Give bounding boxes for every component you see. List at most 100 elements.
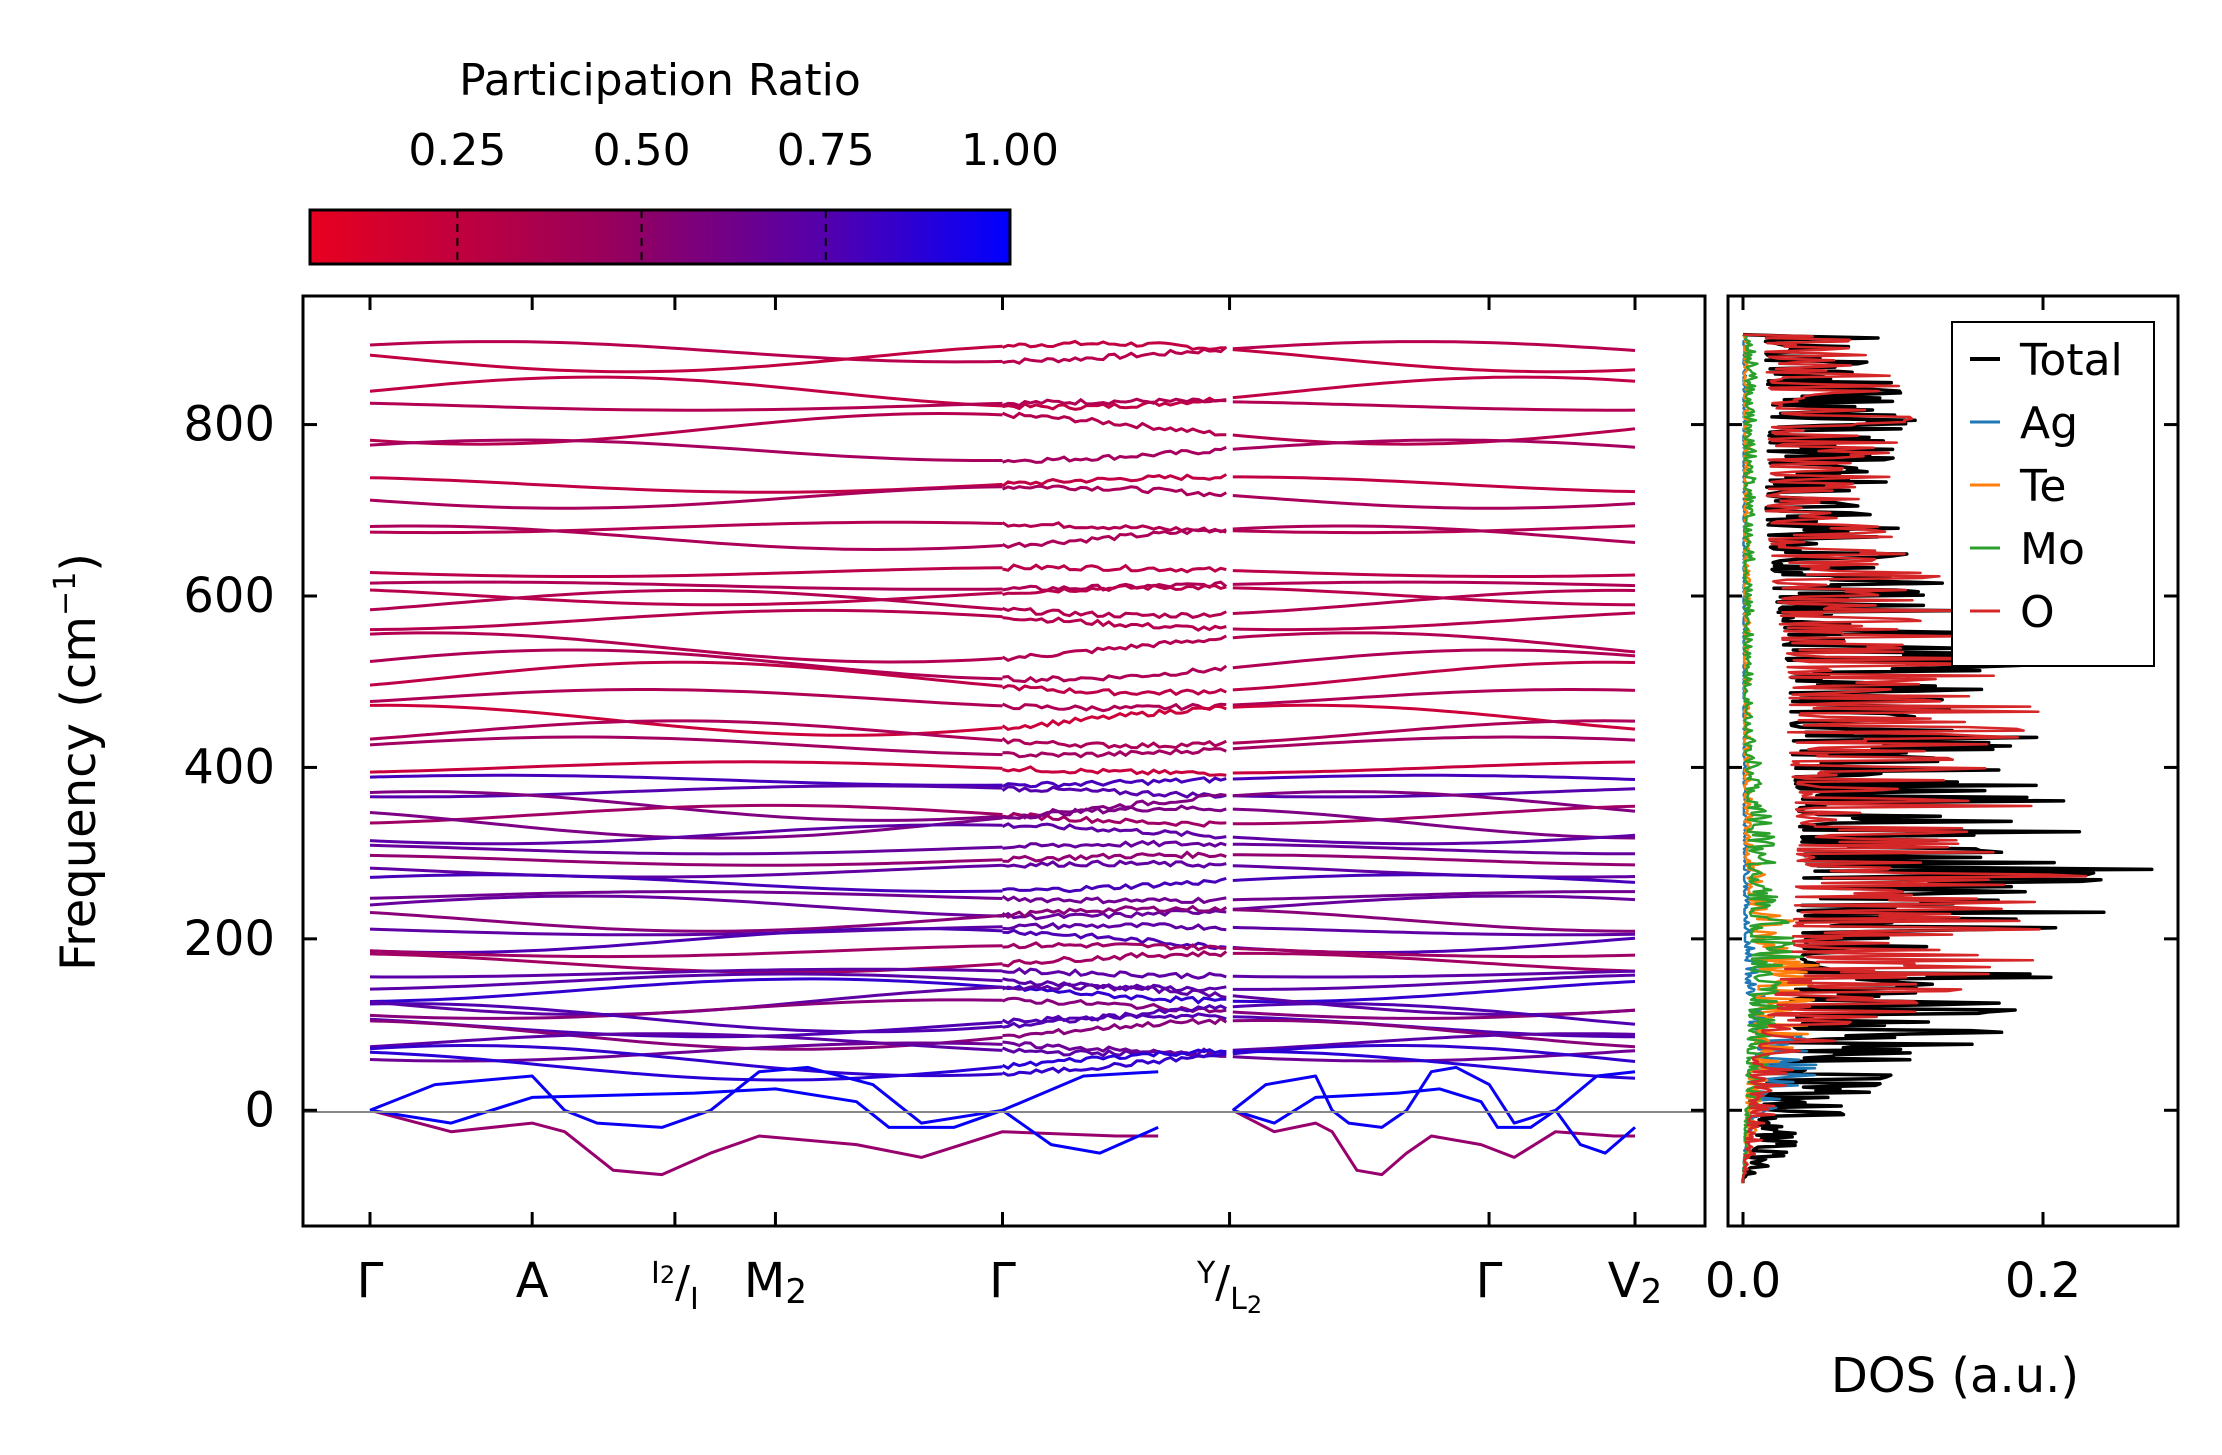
phonon-band — [1232, 969, 1636, 979]
phonon-band — [1002, 664, 1228, 684]
phonon-band — [1232, 1008, 1636, 1020]
legend-label: Mo — [2020, 524, 2085, 575]
phonon-band — [1232, 494, 1636, 510]
colorbar-tick-label: 0.75 — [777, 125, 875, 176]
phonon-band — [1232, 688, 1636, 707]
dos-x-axis-label: DOS (a.u.) — [1831, 1348, 2079, 1404]
phonon-band — [1232, 787, 1636, 799]
phonon-band — [369, 438, 1003, 462]
phonon-band — [1232, 648, 1636, 670]
phonon-band — [369, 784, 1003, 799]
phonon-band — [1232, 703, 1636, 731]
dos-x-tick-label: 0.0 — [1705, 1253, 1781, 1309]
phonon-band — [1232, 524, 1636, 535]
phonon-band — [1001, 411, 1227, 437]
phonon-band — [1232, 1032, 1636, 1052]
phonon-band — [1002, 876, 1227, 894]
phonon-band — [1002, 949, 1228, 968]
colorbar-tick-label: 1.00 — [961, 125, 1059, 176]
phonon-band — [1232, 804, 1636, 826]
dos-x-tick-label: 0.2 — [2005, 1253, 2081, 1309]
phonon-band — [1232, 973, 1636, 991]
phonon-band — [369, 890, 1003, 900]
phonon-band — [1002, 839, 1227, 850]
phonon-band — [1232, 427, 1636, 446]
phonon-band — [369, 843, 1003, 856]
phonon-band — [369, 863, 1003, 879]
phonon-band — [1232, 438, 1636, 451]
phonon-band — [1002, 941, 1227, 952]
dos-axes-ticks: 0.0 0.2 — [1705, 296, 2178, 1309]
phonon-band — [1002, 583, 1227, 597]
phonon-band — [369, 803, 1003, 825]
phonon-band — [369, 580, 1003, 591]
phonon-band — [369, 1002, 1003, 1034]
phonon-band — [1232, 348, 1636, 374]
phonon-band — [369, 344, 1003, 374]
phonon-band — [369, 894, 1003, 918]
band-structure-panel: 0 200 400 600 800 Γ A I2/I M2 Γ Y/L2 Γ V2 Frequency… — [48, 294, 1707, 1319]
colorbar-ticks: 0.25 0.50 0.75 1.00 — [408, 125, 1059, 264]
phonon-band — [369, 998, 1003, 1020]
phonon-band — [369, 719, 1003, 742]
y-tick-label: 600 — [183, 568, 275, 624]
phonon-band — [369, 485, 1003, 510]
phonon-band — [1001, 785, 1227, 799]
phonon-band — [1001, 736, 1227, 750]
phonon-band — [1001, 702, 1227, 713]
phonon-band — [1002, 850, 1227, 863]
phonon-band — [1001, 527, 1227, 549]
phonon-band — [1002, 804, 1227, 820]
phonon-band — [1002, 982, 1227, 999]
legend-label: Total — [2019, 335, 2123, 386]
phonon-band — [1232, 873, 1636, 884]
phonon-band — [1232, 375, 1636, 400]
phonon-band — [1232, 908, 1635, 933]
k-point-label: Γ — [1476, 1253, 1503, 1309]
phonon-band — [1001, 1012, 1227, 1025]
phonon-band — [369, 823, 1003, 846]
phonon-band — [369, 588, 1003, 607]
phonon-band — [369, 735, 1003, 757]
phonon-band — [369, 944, 1003, 959]
acoustic-branch — [1232, 1108, 1635, 1177]
phonon-band — [1001, 397, 1227, 408]
phonon-band — [1002, 747, 1227, 759]
phonon-band — [1232, 719, 1636, 745]
legend-label: Te — [2019, 461, 2066, 512]
phonon-band — [1002, 563, 1227, 574]
y-axis-label-close: ) — [51, 553, 107, 572]
acoustic-branch — [369, 1108, 1159, 1177]
phonon-band — [369, 911, 1003, 933]
phonon-band — [369, 524, 1003, 552]
phonon-band — [1002, 922, 1227, 932]
phonon-band — [1001, 339, 1227, 351]
phonon-band — [1232, 760, 1636, 775]
phonon-band — [369, 401, 1003, 412]
phonon-band — [369, 1019, 1003, 1051]
y-axis-label: Frequency (cm−1) — [48, 553, 107, 971]
phonon-band — [1232, 475, 1636, 494]
phonon-band — [369, 688, 1003, 708]
legend-label: O — [2020, 587, 2055, 638]
phonon-band — [369, 608, 1003, 632]
phonon-band — [369, 1041, 1003, 1063]
phonon-band — [369, 760, 1003, 774]
phonon-band — [1232, 1050, 1636, 1080]
main-y-axis: 0 200 400 600 800 — [183, 397, 1705, 1138]
k-point-label: Γ — [989, 1253, 1016, 1309]
phonon-band — [369, 873, 1003, 893]
phonon-band — [369, 520, 1003, 535]
phonon-band — [1232, 833, 1636, 846]
dos-legend: Total Ag Te Mo O — [1951, 321, 2155, 667]
acoustic-branch — [1232, 1087, 1636, 1155]
k-point-label: Y/L2 — [1196, 1256, 1262, 1319]
phonon-band — [1232, 1002, 1636, 1026]
phonon-band — [1002, 445, 1227, 464]
phonon-band — [1232, 853, 1636, 867]
phonon-band — [1232, 611, 1636, 632]
phonon-band — [1232, 631, 1636, 654]
phonon-band — [1232, 842, 1635, 856]
phonon-band — [1232, 580, 1636, 588]
phonon-band — [1001, 822, 1227, 840]
